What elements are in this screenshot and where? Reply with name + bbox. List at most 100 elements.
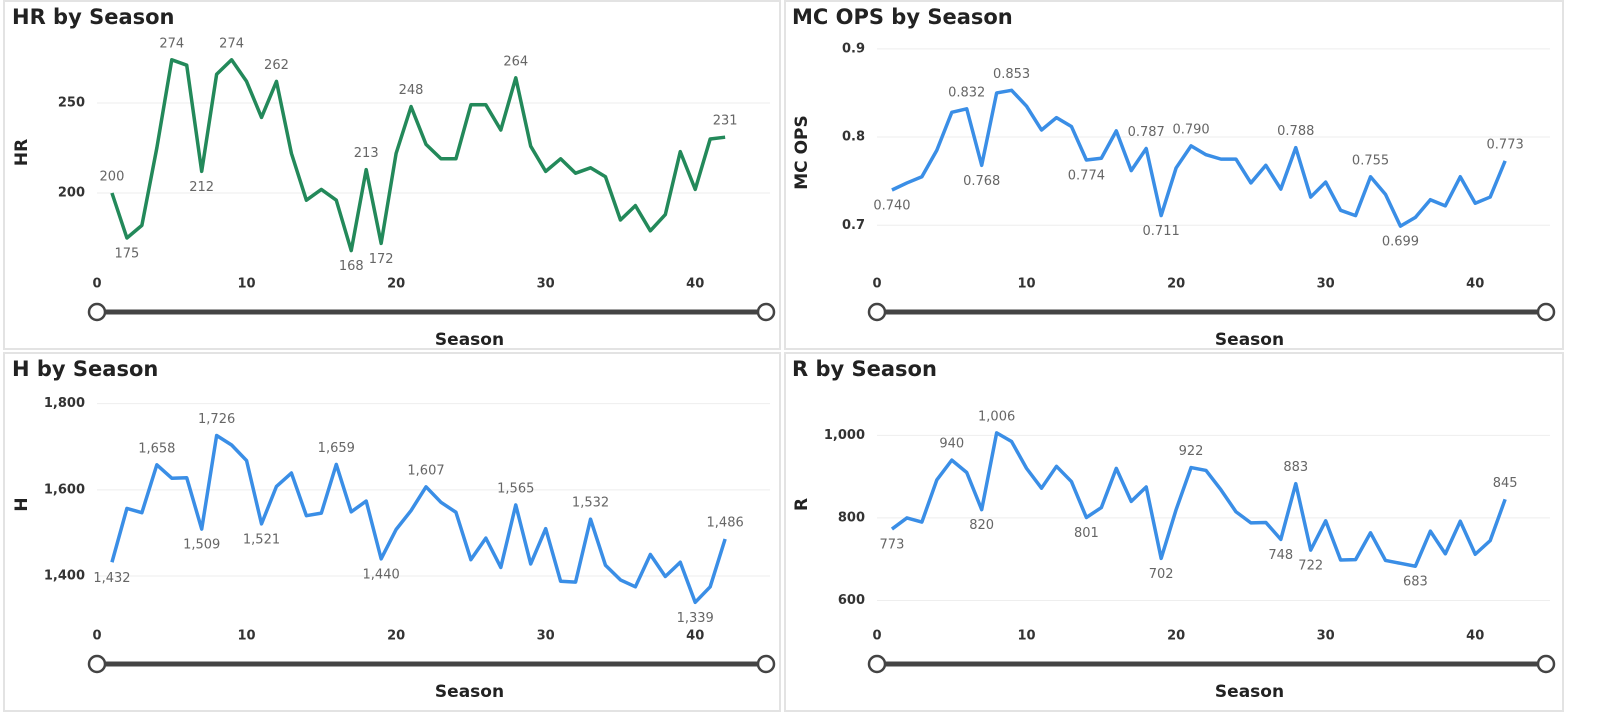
- data-label: 1,565: [497, 481, 534, 496]
- y-axis-title: H: [12, 497, 32, 511]
- x-tick-label: 40: [686, 629, 704, 644]
- x-tick-label: 40: [1466, 629, 1484, 644]
- data-label: 845: [1493, 476, 1518, 491]
- x-tick-label: 10: [238, 629, 256, 644]
- data-label: 248: [399, 83, 424, 98]
- data-label: 1,486: [707, 515, 744, 530]
- data-label: 168: [339, 259, 364, 274]
- x-tick-label: 10: [1018, 277, 1036, 292]
- x-tick-label: 30: [1317, 277, 1335, 292]
- data-label: 1,521: [243, 532, 280, 547]
- y-tick-label: 1,600: [44, 482, 85, 497]
- x-tick-label: 30: [537, 629, 555, 644]
- x-axis-title: Season: [435, 330, 504, 350]
- data-line: [110, 58, 726, 253]
- range-slider-handle[interactable]: [756, 654, 776, 674]
- data-label: 1,726: [198, 412, 235, 427]
- data-label: 683: [1403, 575, 1428, 590]
- data-label: 262: [264, 58, 289, 73]
- data-label: 1,532: [572, 496, 609, 511]
- data-label: 883: [1283, 460, 1308, 475]
- x-tick-label: 10: [238, 277, 256, 292]
- data-label: 1,432: [93, 571, 130, 586]
- data-label: 213: [354, 146, 379, 161]
- data-label: 0.853: [993, 67, 1030, 82]
- x-tick-label: 0: [92, 629, 101, 644]
- data-label: 0.711: [1143, 224, 1180, 239]
- x-tick-label: 0: [92, 277, 101, 292]
- y-tick-label: 1,800: [44, 396, 85, 411]
- data-label: 702: [1149, 567, 1174, 582]
- data-label: 801: [1074, 526, 1099, 541]
- data-label: 940: [939, 437, 964, 452]
- x-tick-label: 10: [1018, 629, 1036, 644]
- range-slider-handle[interactable]: [867, 654, 887, 674]
- data-label: 1,339: [677, 611, 714, 626]
- data-label: 773: [880, 538, 905, 553]
- x-tick-label: 40: [686, 277, 704, 292]
- y-tick-label: 800: [838, 510, 865, 525]
- data-label: 0.740: [873, 199, 910, 214]
- x-tick-label: 30: [537, 277, 555, 292]
- data-label: 1,659: [318, 441, 355, 456]
- data-label: 0.774: [1068, 169, 1105, 184]
- x-tick-label: 20: [387, 277, 405, 292]
- y-tick-label: 250: [58, 96, 85, 111]
- data-label: 0.787: [1128, 125, 1165, 140]
- data-line: [890, 431, 1507, 568]
- x-tick-label: 20: [387, 629, 405, 644]
- y-tick-label: 0.8: [842, 130, 865, 145]
- range-slider-handle[interactable]: [867, 302, 887, 322]
- y-tick-label: 200: [58, 186, 85, 201]
- data-label: 231: [713, 114, 738, 129]
- data-label: 212: [189, 180, 214, 195]
- range-slider-handle[interactable]: [1536, 302, 1556, 322]
- chart-title: H by Season: [12, 357, 158, 381]
- y-tick-label: 1,000: [824, 428, 865, 443]
- y-tick-label: 1,400: [44, 569, 85, 584]
- data-label: 1,006: [978, 409, 1015, 424]
- panel: [784, 352, 1564, 712]
- range-slider-handle[interactable]: [756, 302, 776, 322]
- data-label: 820: [969, 518, 994, 533]
- chart-title: MC OPS by Season: [792, 5, 1013, 29]
- data-label: 922: [1179, 444, 1204, 459]
- data-label: 1,607: [407, 463, 444, 478]
- data-label: 1,658: [138, 441, 175, 456]
- x-tick-label: 0: [872, 277, 881, 292]
- data-line: [891, 88, 1507, 228]
- data-label: 722: [1298, 559, 1323, 574]
- data-line: [110, 433, 727, 605]
- range-slider-handle[interactable]: [87, 302, 107, 322]
- x-tick-label: 30: [1317, 629, 1335, 644]
- panel: [3, 352, 781, 712]
- data-label: 0.773: [1487, 137, 1524, 152]
- y-axis-title: HR: [12, 139, 32, 166]
- chart-title: HR by Season: [12, 5, 175, 29]
- y-tick-label: 0.9: [842, 41, 865, 56]
- chart-title: R by Season: [792, 357, 937, 381]
- x-tick-label: 0: [872, 629, 881, 644]
- data-label: 1,440: [363, 567, 400, 582]
- y-axis-title: MC OPS: [792, 115, 812, 189]
- x-tick-label: 20: [1167, 277, 1185, 292]
- y-tick-label: 600: [838, 593, 865, 608]
- data-label: 0.832: [948, 85, 985, 100]
- x-tick-label: 40: [1466, 277, 1484, 292]
- data-label: 0.755: [1352, 153, 1389, 168]
- x-tick-label: 20: [1167, 629, 1185, 644]
- x-axis-title: Season: [1215, 682, 1284, 702]
- range-slider-handle[interactable]: [1536, 654, 1556, 674]
- data-label: 748: [1268, 548, 1293, 563]
- data-label: 175: [114, 247, 139, 262]
- x-axis-title: Season: [435, 682, 504, 702]
- data-label: 172: [369, 252, 394, 267]
- range-slider-handle[interactable]: [87, 654, 107, 674]
- data-label: 0.788: [1277, 124, 1314, 139]
- data-label: 1,509: [183, 538, 220, 553]
- data-label: 0.768: [963, 174, 1000, 189]
- data-label: 264: [503, 54, 528, 69]
- data-label: 0.699: [1382, 235, 1419, 250]
- y-tick-label: 0.7: [842, 218, 865, 233]
